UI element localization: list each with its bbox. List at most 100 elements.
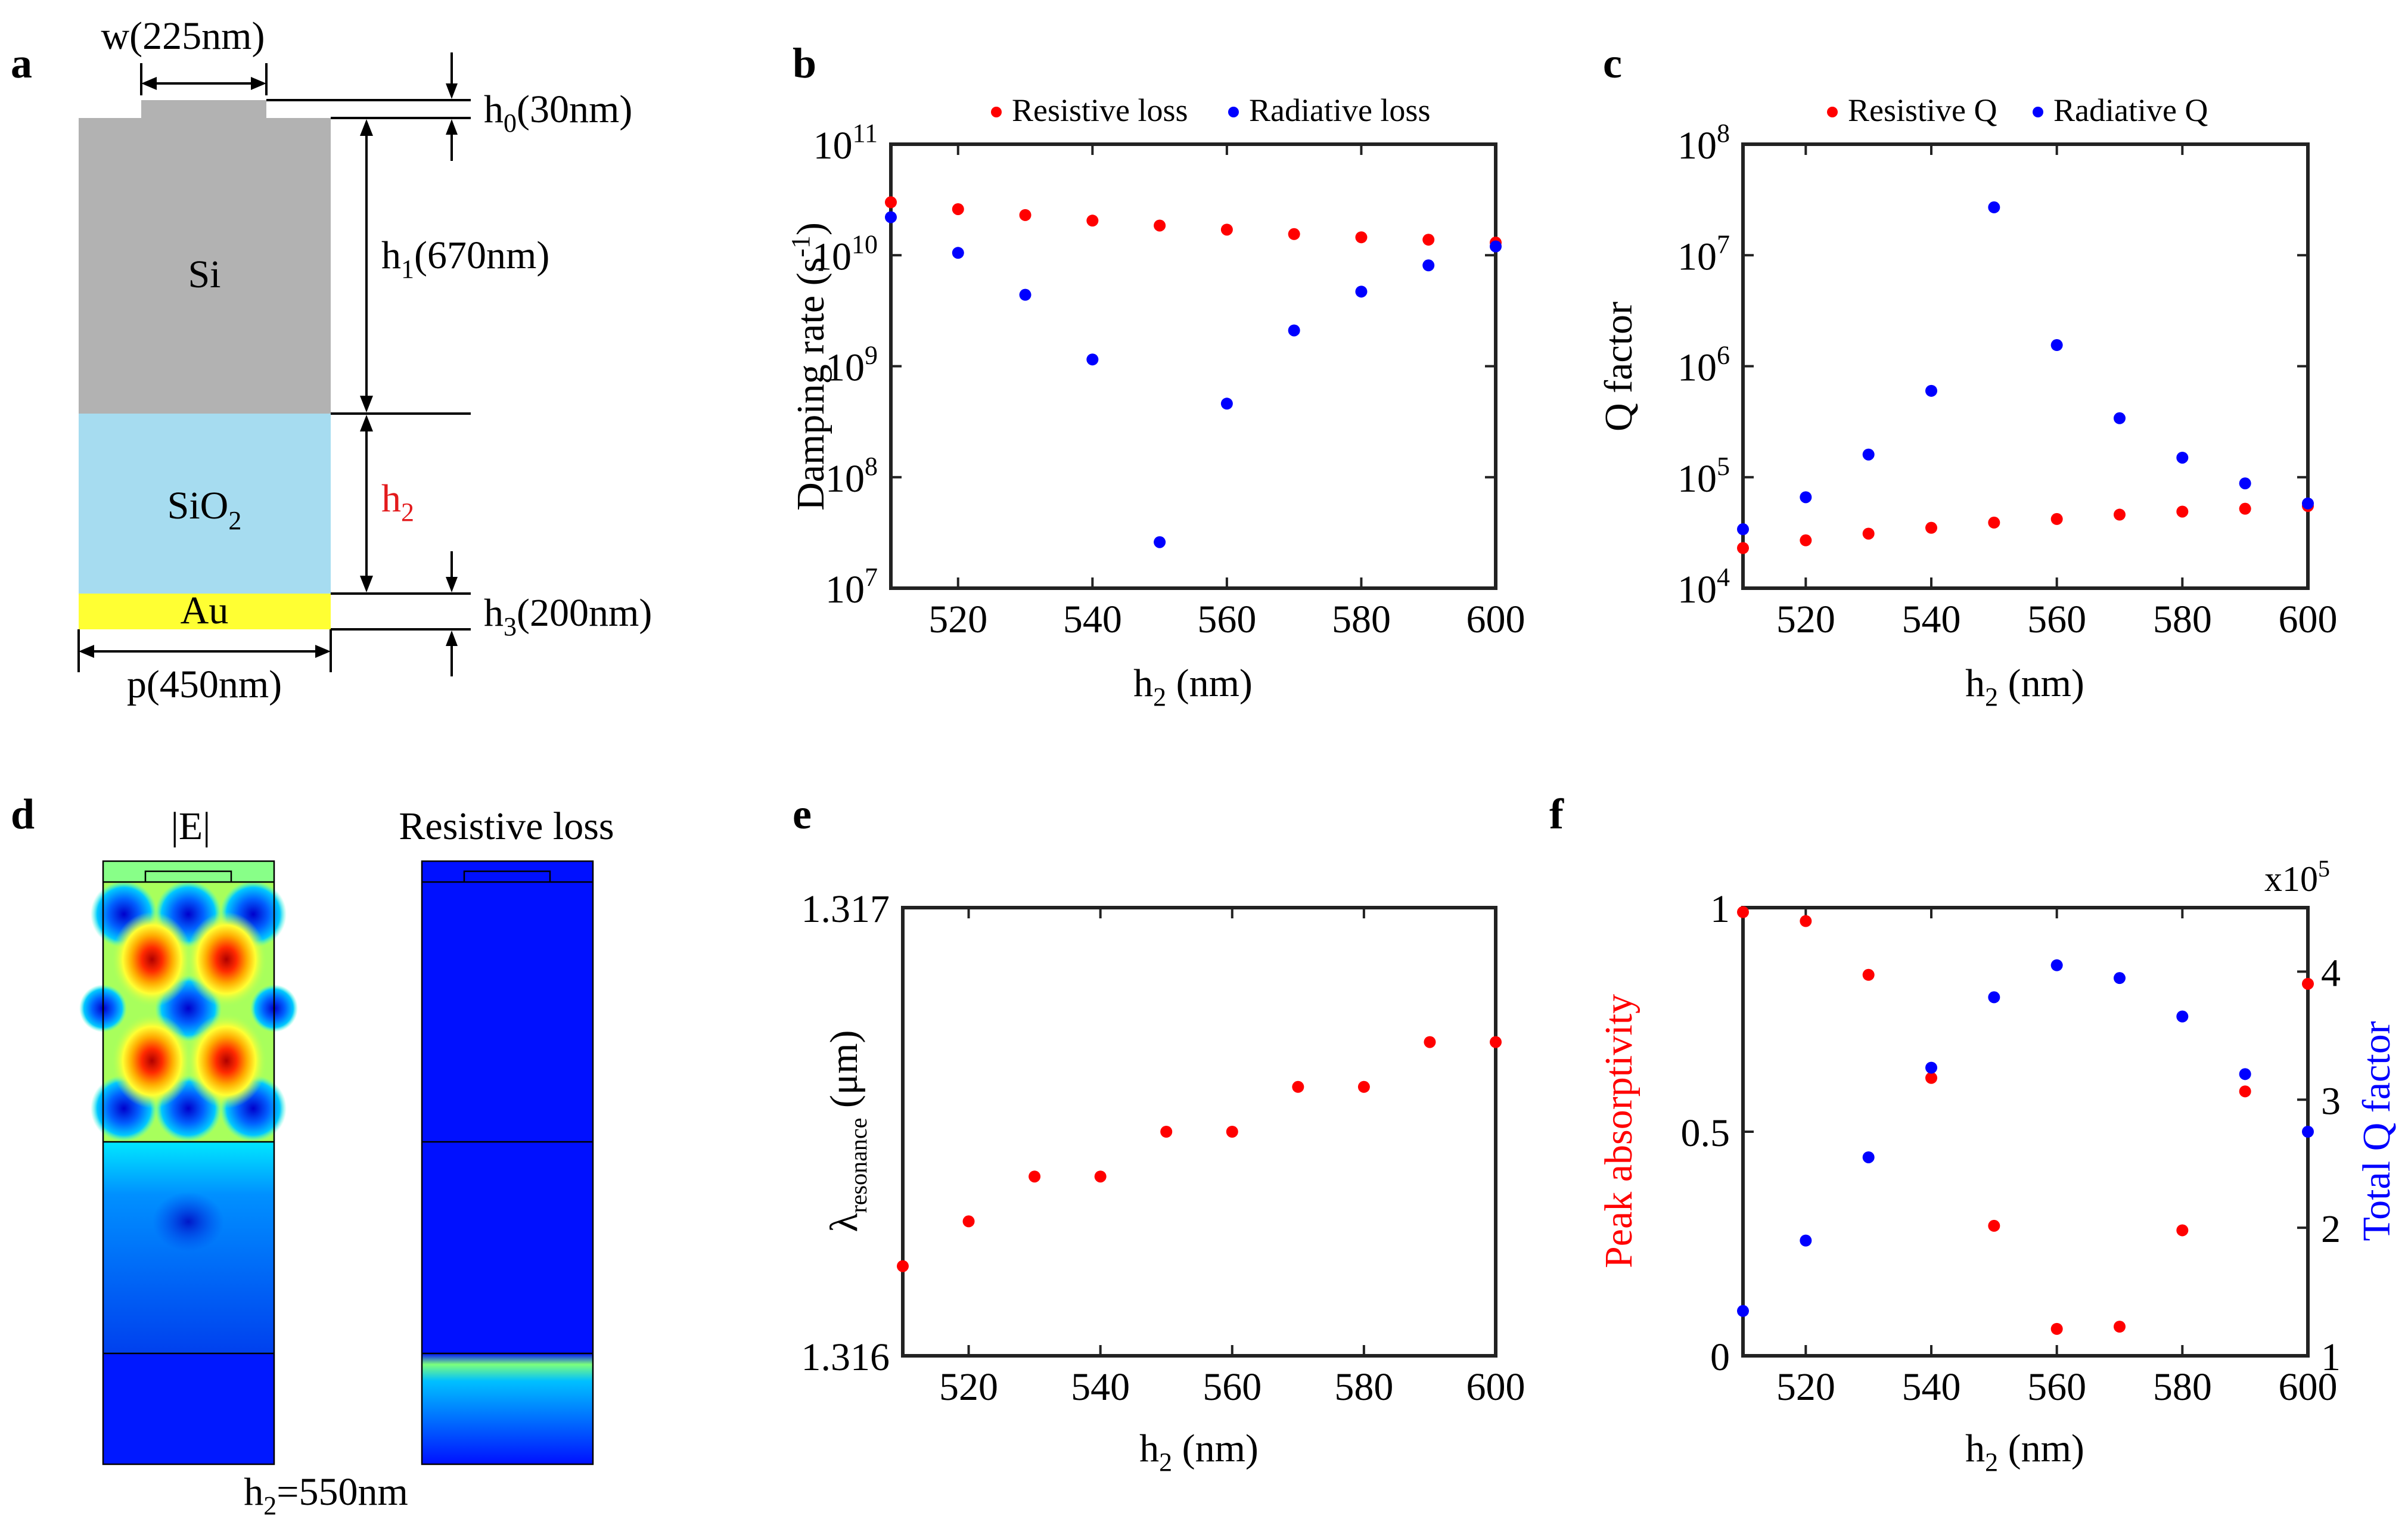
y-ticks-e: 1.316 1.317 (801, 887, 1496, 1379)
point-c-s1-1 (1800, 491, 1812, 504)
resistive-loss-title: Resistive loss (399, 805, 614, 848)
x-tick-label-c-0: 520 (1776, 598, 1835, 641)
y-tick-label-c-1: 105 (1677, 452, 1730, 501)
y-tick-label-f-1: 0.5 (1681, 1111, 1730, 1155)
point-b-s1-0 (885, 211, 897, 223)
point-c-s0-6 (2114, 508, 2126, 521)
point-c-s1-2 (1862, 448, 1875, 461)
y-axis-label-f: Peak absorptivity (1597, 994, 1640, 1268)
point-c-s0-1 (1800, 534, 1812, 546)
point-f-s0-0 (1737, 906, 1749, 918)
y-right-tick-label-f-3: 4 (2321, 951, 2341, 995)
resistive-loss-map (421, 860, 594, 1465)
point-e-s0-5 (1226, 1126, 1238, 1138)
panel-label-f: f (1549, 790, 1564, 838)
point-c-s0-5 (2050, 513, 2063, 525)
h3-arrowheads (446, 577, 458, 646)
w-arrowheads (141, 77, 266, 90)
x-ticks-b: 520 540 560 580 600 (928, 144, 1525, 641)
point-c-s1-8 (2239, 477, 2251, 490)
point-c-s1-4 (1988, 201, 2000, 213)
y-ticks-c: 104 105 106 107 108 (1677, 119, 2308, 611)
x-tick-label-e-0: 520 (939, 1365, 998, 1409)
point-c-s0-4 (1988, 516, 2000, 529)
x-ticks-e: 520 540 560 580 600 (939, 908, 1525, 1409)
x-tick-label-b-3: 580 (1332, 598, 1391, 641)
h1-label: h1(670nm) (381, 234, 549, 284)
y-ticks-f: 00.51 (1681, 887, 1754, 1379)
point-c-s1-7 (2176, 451, 2189, 464)
point-b-s1-2 (1019, 288, 1031, 301)
x-axis-label-f: h2 (nm) (1965, 1427, 2084, 1477)
panel-label-a: a (11, 39, 32, 87)
h0-arrowheads (446, 83, 458, 135)
y-tick-label-c-2: 106 (1677, 341, 1730, 390)
x-axis-label-b: h2 (nm) (1133, 662, 1253, 712)
x-tick-label-b-4: 600 (1466, 598, 1525, 641)
h0-label: h0(30nm) (484, 88, 632, 138)
point-b-s1-6 (1288, 324, 1300, 337)
y-right-tick-label-f-2: 3 (2321, 1079, 2341, 1123)
x-ticks-c: 520 540 560 580 600 (1776, 144, 2338, 641)
point-f-s0-4 (1988, 1219, 2000, 1232)
e-field-map (79, 860, 298, 1465)
h2-label: h2 (381, 477, 414, 527)
point-e-s0-1 (962, 1215, 975, 1228)
legend-c: Resistive Q Radiative Q (1827, 92, 2208, 128)
x-axis-label-c: h2 (nm) (1965, 662, 2084, 712)
y-ticks-right-f: 1 2 3 4 (2297, 951, 2341, 1379)
point-c-s1-9 (2302, 497, 2314, 510)
y-tick-label-f-0: 0 (1710, 1336, 1730, 1379)
field-maps: d |E| Resistive loss (11, 790, 614, 1520)
legend-b-resistive-label: Resistive loss (1012, 92, 1188, 128)
p-label: p(450nm) (127, 663, 282, 706)
point-c-s0-8 (2239, 502, 2251, 515)
au-label: Au (181, 589, 229, 632)
panel-label-b: b (793, 39, 816, 87)
field-map-caption: h2=550nm (244, 1470, 408, 1520)
x-tick-label-f-0: 520 (1776, 1365, 1835, 1409)
sio2-layer (79, 414, 331, 594)
y-tick-label-b-0: 107 (825, 563, 878, 611)
point-c-s0-2 (1862, 527, 1875, 540)
y-tick-label-c-4: 108 (1677, 119, 1730, 167)
point-e-s0-9 (1490, 1036, 1502, 1048)
y-axis-label-e: λresonance (μm) (822, 1030, 872, 1232)
point-e-s0-7 (1357, 1080, 1370, 1093)
point-b-s0-6 (1288, 228, 1300, 240)
point-b-s1-7 (1355, 285, 1368, 298)
x-tick-label-e-2: 560 (1203, 1365, 1262, 1409)
e-field-title: |E| (171, 805, 211, 848)
point-b-s0-7 (1355, 231, 1368, 244)
point-b-s1-8 (1422, 259, 1435, 272)
y-tick-label-b-4: 1011 (813, 119, 878, 167)
point-b-s1-3 (1086, 353, 1099, 366)
y-tick-label-e-1: 1.317 (801, 887, 890, 931)
y-tick-label-c-3: 107 (1677, 229, 1730, 278)
sio2-label: SiO2 (167, 484, 242, 535)
y-tick-label-b-3: 1010 (812, 229, 878, 278)
reference-lines (266, 99, 471, 631)
point-f-s1-4 (1988, 991, 2000, 1004)
legend-b-radiative-label: Radiative loss (1249, 92, 1430, 128)
point-f-s1-6 (2114, 972, 2126, 985)
point-f-s1-8 (2239, 1068, 2251, 1080)
legend-c-radiative-marker (2033, 107, 2043, 117)
point-f-s0-8 (2239, 1085, 2251, 1098)
point-c-s0-0 (1737, 542, 1749, 554)
y-tick-label-b-1: 108 (825, 452, 878, 501)
y-axis-label-c: Q factor (1597, 302, 1640, 431)
x-tick-label-c-4: 600 (2279, 598, 2338, 641)
h3-label: h3(200nm) (484, 591, 652, 641)
x-tick-label-b-0: 520 (928, 598, 987, 641)
plot-frame-c (1741, 142, 2310, 590)
x-tick-label-f-4: 600 (2279, 1365, 2338, 1409)
chart-c-q-factor: c Resistive Q Radiative Q 520 540 560 580 60… (1597, 39, 2338, 712)
y-axis-right-label-f: Total Q factor (2355, 1021, 2398, 1241)
point-c-s1-3 (1925, 384, 1937, 397)
x-tick-label-e-3: 580 (1334, 1365, 1393, 1409)
points-b (885, 196, 1502, 548)
point-f-s1-7 (2176, 1010, 2189, 1023)
point-f-s1-3 (1925, 1061, 1937, 1074)
